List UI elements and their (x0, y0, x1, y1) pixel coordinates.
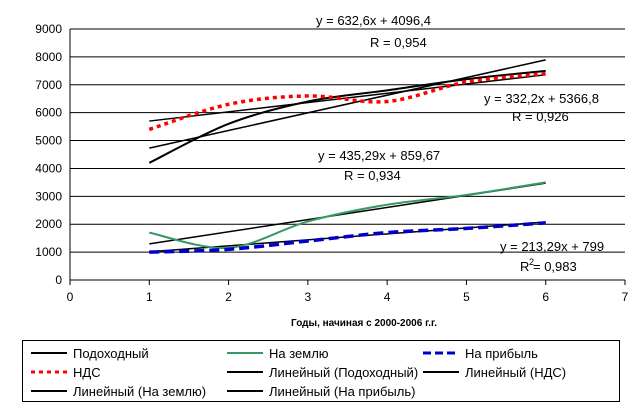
r-squared-label: R = 0,934 (344, 168, 401, 183)
y-tick-label: 8000 (35, 50, 62, 64)
trendline-equation: y = 435,29x + 859,67 (318, 148, 440, 163)
x-tick-label: 6 (542, 290, 549, 304)
legend-label: Линейный (НДС) (465, 364, 567, 380)
legend-swatch (31, 390, 67, 392)
trendline-equation: y = 632,6x + 4096,4 (316, 13, 431, 28)
legend-swatch (31, 370, 67, 374)
y-tick-label: 7000 (35, 78, 62, 92)
series-line-1 (149, 181, 546, 250)
series-line-2 (149, 221, 546, 254)
legend-swatch (227, 352, 263, 354)
line-chart: 0 1000 2000 3000 4000 5000 6000 7000 8000 9000 0 1 2… (35, 13, 629, 329)
legend-item: Линейный (На землю) (29, 381, 206, 401)
x-tick-label: 7 (622, 290, 629, 304)
x-axis-label: Годы, начиная с 2000-2006 г.г. (291, 318, 437, 329)
x-tick-label: 3 (305, 290, 312, 304)
x-tick-label: 2 (225, 290, 232, 304)
legend-item: Линейный (На прибыль) (225, 381, 415, 401)
series-line-3 (148, 71, 546, 132)
legend-swatch (227, 390, 263, 392)
legend-swatch (423, 351, 459, 355)
trendline-equation: y = 213,29x + 799 (500, 239, 604, 254)
legend-label: На землю (269, 345, 329, 361)
series-line-0 (148, 69, 546, 164)
trendline-4 (149, 59, 546, 149)
y-tick-label: 5000 (35, 134, 62, 148)
legend-item: На прибыль (421, 343, 538, 363)
y-tick-label: 2000 (35, 217, 62, 231)
legend-item: Подоходный (29, 343, 149, 363)
legend-label: Линейный (На землю) (73, 383, 207, 399)
x-tick-label: 4 (384, 290, 391, 304)
y-tick-label: 4000 (35, 161, 62, 175)
x-tick-label: 5 (463, 290, 470, 304)
legend-swatch (31, 352, 67, 354)
legend-item: На землю (225, 343, 329, 363)
chart-legend: Подоходный На землю На прибыль НДС Линейный … (22, 340, 620, 402)
y-tick-label: 9000 (35, 22, 62, 36)
legend-label: Линейный (Подоходный) (269, 364, 419, 380)
y-tick-label: 0 (55, 273, 62, 287)
trendline-equation: y = 332,2x + 5366,8 (484, 91, 599, 106)
y-tick-label: 6000 (35, 106, 62, 120)
legend-label: На прибыль (465, 345, 538, 361)
legend-item: Линейный (Подоходный) (225, 362, 418, 382)
x-tick-label: 0 (67, 290, 74, 304)
legend-label: Линейный (На прибыль) (269, 383, 416, 399)
legend-item: НДС (29, 362, 101, 382)
legend-label: Подоходный (73, 345, 149, 361)
legend-label: НДС (73, 364, 101, 380)
legend-swatch (227, 371, 263, 373)
r-squared-superscript: 2 (529, 257, 534, 267)
x-tick-label: 1 (146, 290, 153, 304)
r-squared-label: R = 0,926 (512, 109, 569, 124)
y-tick-label: 1000 (35, 245, 62, 259)
r-squared-label: R = 0,983 (520, 259, 577, 274)
r-squared-label: R = 0,954 (370, 35, 427, 50)
legend-swatch (423, 371, 459, 373)
legend-item: Линейный (НДС) (421, 362, 566, 382)
y-tick-label: 3000 (35, 189, 62, 203)
